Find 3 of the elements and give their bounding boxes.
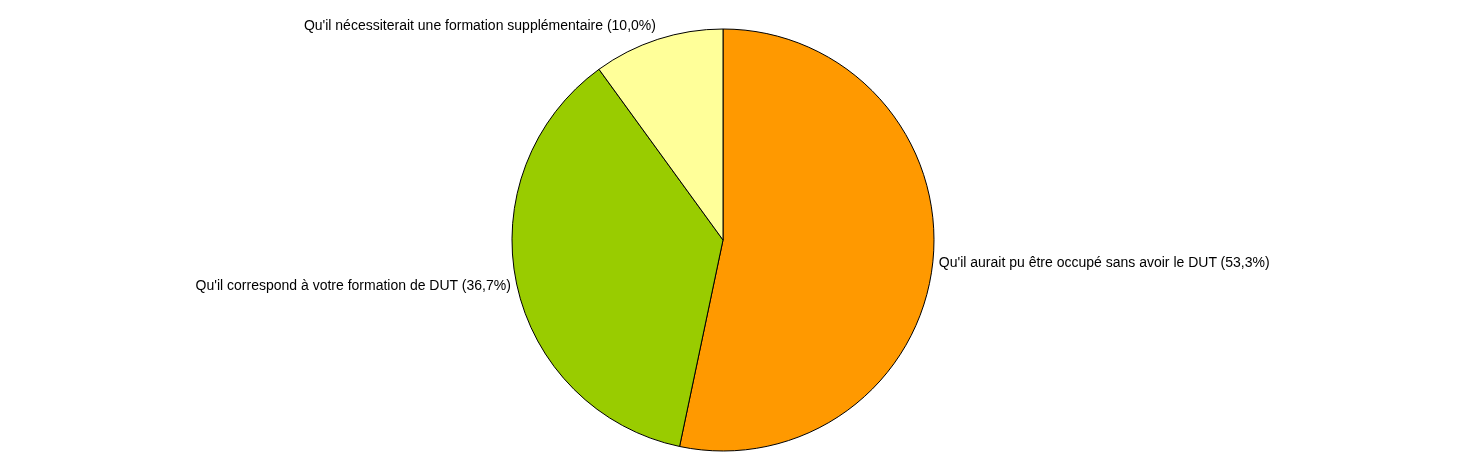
slice-label: Qu'il correspond à votre formation de DUT (36,7%) — [195, 277, 511, 294]
slice-label: Qu'il nécessiterait une formation supplémentaire (10,0%) — [303, 16, 656, 33]
slice-label: Qu'il aurait pu être occupé sans avoir le DUT (53,3%) — [938, 254, 1270, 271]
